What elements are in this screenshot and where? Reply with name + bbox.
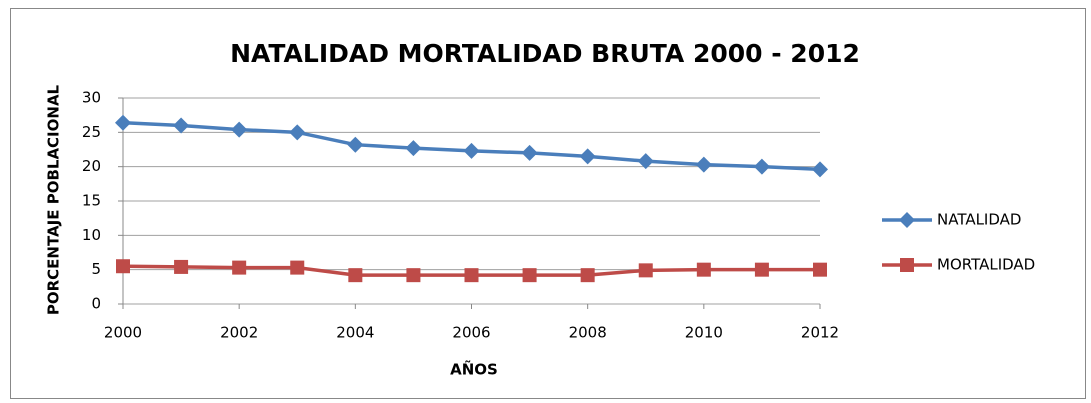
x-tick-label: 2004 (336, 324, 374, 342)
y-tick-label: 10 (82, 226, 101, 244)
marker (232, 260, 247, 275)
marker (637, 153, 654, 170)
y-tick-label: 5 (91, 260, 101, 278)
marker (464, 268, 479, 283)
marker (522, 268, 537, 283)
marker (579, 148, 596, 165)
chart-border (10, 8, 1086, 399)
marker (696, 262, 711, 277)
marker (406, 268, 421, 283)
marker (290, 260, 305, 275)
marker (813, 262, 827, 277)
marker (638, 263, 653, 278)
marker (753, 158, 770, 175)
y-tick-label: 25 (82, 123, 101, 141)
marker (347, 136, 364, 153)
legend-label: NATALIDAD (937, 211, 1021, 229)
y-axis-label: PORCENTAJE POBLACIONAL (45, 84, 63, 315)
chart-title: NATALIDAD MORTALIDAD BRUTA 2000 - 2012 (230, 39, 860, 68)
marker (463, 142, 480, 159)
y-tick-label: 15 (82, 192, 101, 210)
marker (695, 156, 712, 173)
legend-label: MORTALIDAD (937, 256, 1035, 274)
x-tick-label: 2002 (220, 324, 258, 342)
x-axis-label: AÑOS (450, 360, 498, 379)
marker (405, 140, 422, 157)
marker (173, 117, 190, 134)
legend-marker (899, 212, 915, 228)
marker (231, 121, 248, 138)
y-tick-label: 0 (91, 295, 101, 313)
x-tick-label: 2000 (104, 324, 142, 342)
x-tick-label: 2006 (452, 324, 490, 342)
legend-marker (900, 258, 914, 272)
marker (521, 144, 538, 161)
x-tick-label: 2008 (569, 324, 607, 342)
marker (116, 259, 130, 274)
marker (580, 268, 595, 283)
x-tick-label: 2010 (685, 324, 723, 342)
marker (115, 114, 131, 131)
marker (174, 259, 189, 274)
marker (289, 124, 306, 141)
marker (754, 262, 769, 277)
x-tick-label: 2012 (801, 324, 839, 342)
y-tick-label: 20 (82, 157, 101, 175)
y-tick-label: 30 (82, 89, 101, 107)
marker (812, 161, 828, 178)
marker (348, 268, 363, 283)
